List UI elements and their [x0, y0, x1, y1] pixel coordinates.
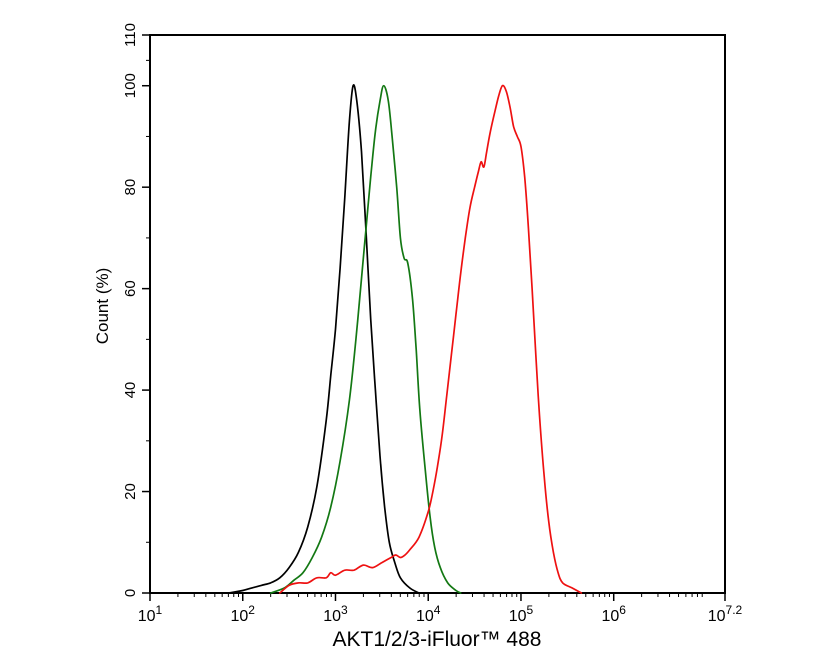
y-tick-label: 60 [122, 280, 139, 297]
x-tick-label: 107.2 [708, 603, 743, 625]
x-tick-label: 106 [601, 603, 626, 625]
red-curve [278, 84, 583, 594]
y-axis-title: Count (%) [93, 267, 112, 345]
y-tick-label: 80 [122, 179, 139, 196]
plot-frame [149, 34, 726, 594]
x-tick-label: 104 [416, 603, 441, 625]
x-axis-title: AKT1/2/3-iFluor™ 488 [332, 628, 542, 651]
x-tick-label: 102 [230, 603, 255, 625]
x-tick-label: 101 [138, 603, 163, 625]
y-tick-label: 20 [122, 483, 139, 500]
y-tick-label: 110 [122, 23, 139, 47]
green-curve [269, 84, 462, 594]
y-tick-label: 0 [122, 589, 139, 597]
y-tick-label: 40 [122, 382, 139, 399]
black-curve [227, 84, 420, 594]
x-tick-label: 103 [323, 603, 348, 625]
y-tick-label: 100 [122, 73, 139, 98]
x-tick-label: 105 [509, 603, 534, 625]
